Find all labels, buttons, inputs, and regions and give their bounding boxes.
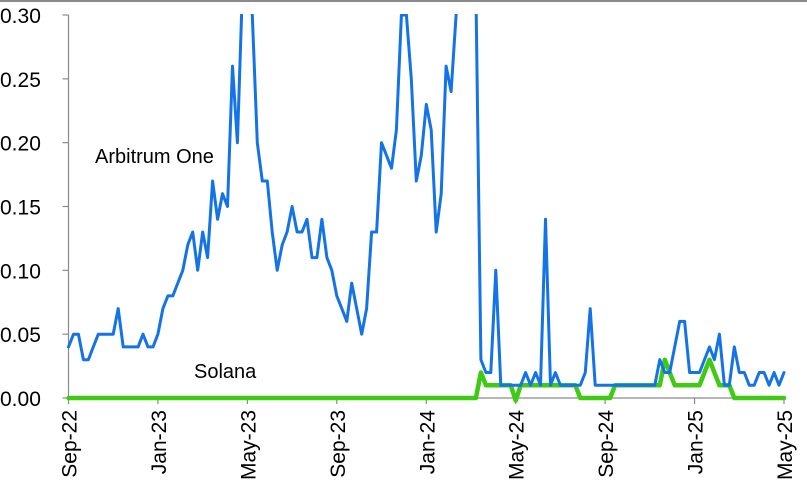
x-tick-label: May-23	[237, 410, 260, 480]
x-tick-label: Jan-24	[416, 410, 439, 475]
x-tick-label: Sep-24	[595, 410, 618, 478]
y-tick-label: 0.30	[0, 5, 41, 28]
top-border	[0, 0, 807, 2]
y-tick-label: 0.15	[0, 197, 41, 220]
series-solana	[66, 357, 787, 403]
y-tick-label: 0.10	[0, 260, 41, 283]
y-tick-label: 0.05	[0, 324, 41, 347]
y-tick-label: 0.25	[0, 69, 41, 92]
label-solana: Solana	[194, 361, 257, 383]
x-tick-label: Jan-25	[685, 410, 708, 474]
series-lines	[66, 14, 787, 403]
x-tick-label: Sep-22	[59, 410, 82, 478]
x-tick-label: Jan-23	[148, 410, 171, 474]
x-tick-label: May-25	[774, 410, 797, 480]
axes: 0.00 0.05 0.10 0.15 0.20 0.25 0.30 Sep-22 Jan-23…	[0, 5, 797, 480]
x-tick-label: Sep-23	[327, 410, 350, 478]
series-arbitrum-one	[67, 14, 786, 387]
y-tick-label: 0.20	[0, 133, 41, 156]
x-tick-label: May-24	[506, 410, 529, 480]
y-tick-label: 0.00	[0, 388, 41, 411]
label-arbitrum-one: Arbitrum One	[95, 146, 214, 168]
